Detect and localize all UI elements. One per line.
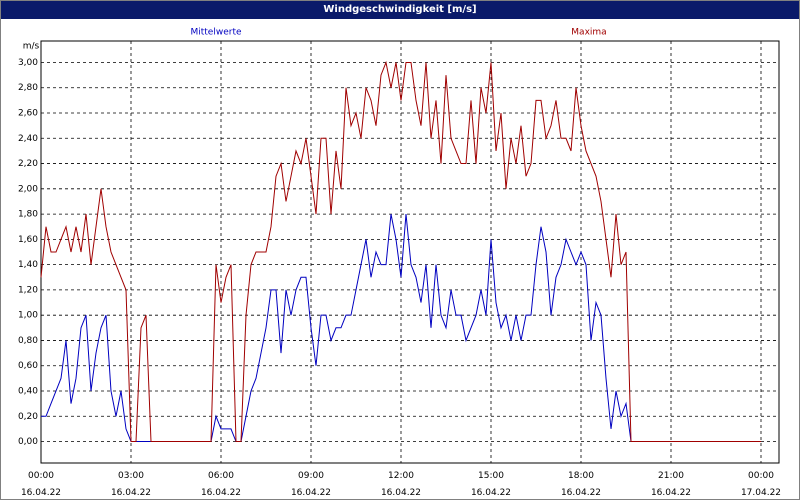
legend-label: Maxima bbox=[571, 28, 606, 38]
y-tick-label: 2,00 bbox=[18, 184, 38, 194]
y-tick-label: 1,60 bbox=[18, 235, 38, 245]
legend-label: Mittelwerte bbox=[190, 28, 241, 38]
title-bar: Windgeschwindigkeit [m/s] bbox=[1, 1, 799, 19]
y-tick-label: 0,00 bbox=[18, 437, 38, 447]
y-tick-label: 2,20 bbox=[18, 159, 38, 169]
y-tick-label: 2,60 bbox=[18, 109, 38, 119]
x-tick-label: 12:00 16.04.22 bbox=[380, 471, 422, 498]
x-tick-label: 06:00 16.04.22 bbox=[200, 471, 242, 498]
y-tick-label: 1,00 bbox=[18, 311, 38, 321]
x-tick-label: 00:00 17.04.22 bbox=[740, 471, 782, 498]
y-tick-label: 2,40 bbox=[18, 134, 38, 144]
y-tick-label: 0,20 bbox=[18, 412, 38, 422]
y-tick-label: 3,00 bbox=[18, 58, 38, 68]
series-line bbox=[41, 213, 761, 443]
y-tick-label: 0,80 bbox=[18, 336, 38, 346]
x-tick-label: 15:00 16.04.22 bbox=[470, 471, 512, 498]
y-axis-label: m/s bbox=[23, 42, 40, 52]
y-tick-label: 0,40 bbox=[18, 386, 38, 396]
x-tick-label: 03:00 16.04.22 bbox=[110, 471, 152, 498]
y-tick-label: 2,80 bbox=[18, 83, 38, 93]
y-tick-label: 0,60 bbox=[18, 361, 38, 371]
y-tick-label: 1,20 bbox=[18, 285, 38, 295]
x-tick-label: 00:00 16.04.22 bbox=[20, 471, 62, 498]
x-tick-label: 09:00 16.04.22 bbox=[290, 471, 332, 498]
y-tick-label: 1,80 bbox=[18, 210, 38, 220]
x-tick-label: 18:00 16.04.22 bbox=[560, 471, 602, 498]
x-tick-label: 21:00 16.04.22 bbox=[650, 471, 692, 498]
y-tick-label: 1,40 bbox=[18, 260, 38, 270]
series-line bbox=[40, 60, 761, 443]
